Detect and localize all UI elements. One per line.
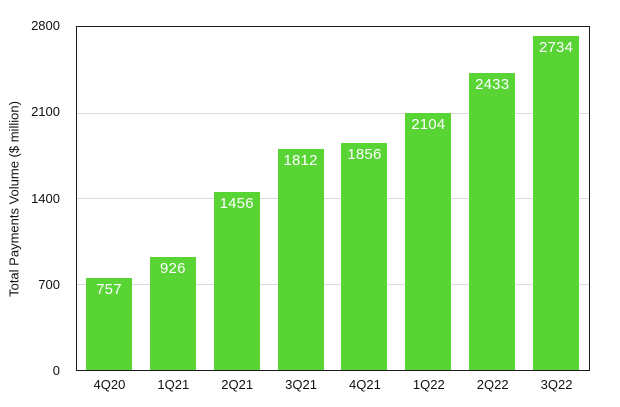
x-tick-label: 4Q21: [349, 377, 381, 392]
bar-value-label: 1456: [219, 195, 254, 213]
bar-value-label: 926: [159, 259, 186, 277]
x-tick-label: 2Q22: [476, 377, 509, 392]
bar-value-label: 2433: [475, 75, 510, 93]
y-tick-label: 1400: [31, 190, 60, 206]
y-tick-label: 2100: [31, 104, 60, 120]
plot-area: 757 926 1456 1812 1856 2104 2433 2734: [76, 26, 590, 371]
gridline: [77, 283, 589, 285]
bar: 2734: [533, 36, 580, 370]
bar: 1856: [341, 143, 388, 370]
bar: 1812: [277, 148, 324, 370]
bar-value-label: 757: [96, 280, 122, 298]
y-tick-label: 700: [38, 276, 60, 292]
bar: 2433: [469, 72, 516, 370]
bar-value-label: 1856: [347, 146, 382, 164]
bar: 2104: [405, 113, 452, 370]
bar-value-label: 2104: [411, 116, 446, 134]
y-tick-label: 0: [52, 363, 60, 378]
gridline: [77, 112, 589, 114]
x-tick-label: 4Q20: [93, 377, 126, 392]
x-tick-label: 2Q21: [221, 377, 254, 392]
y-tick-label: 2800: [31, 18, 60, 33]
x-tick-label: 1Q21: [157, 377, 190, 392]
x-tick-label: 1Q22: [412, 377, 445, 392]
plot-inner: 757 926 1456 1812 1856 2104 2433 2734: [77, 27, 589, 370]
gridline: [77, 198, 589, 199]
bar-value-label: 2734: [538, 39, 574, 57]
bar: 926: [149, 256, 196, 370]
bar: 1456: [213, 192, 260, 370]
bar-value-label: 1812: [283, 151, 318, 169]
bar: 757: [85, 277, 132, 370]
x-tick-label: 3Q21: [285, 377, 317, 392]
x-tick-label: 3Q22: [540, 377, 573, 392]
